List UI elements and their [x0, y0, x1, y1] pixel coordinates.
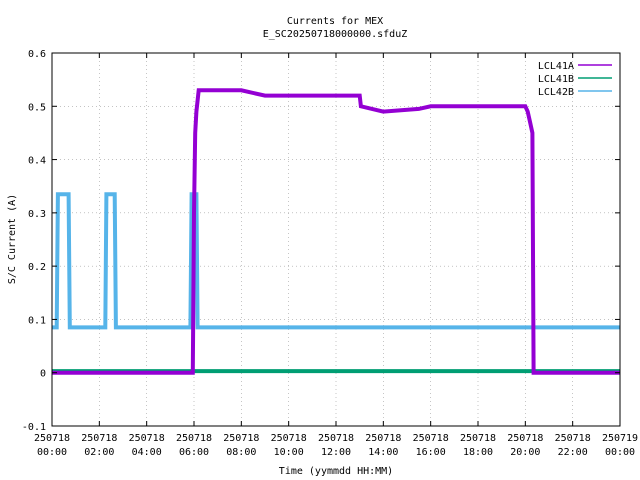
- y-tick-label: 0.4: [28, 156, 46, 167]
- x-tick-date: 250718: [365, 433, 401, 444]
- x-tick-date: 250718: [81, 433, 117, 444]
- y-axis-label: S/C Current (A): [7, 194, 18, 284]
- y-tick-label: -0.1: [22, 422, 46, 433]
- x-tick-date: 250718: [223, 433, 259, 444]
- legend-label: LCL42B: [538, 87, 574, 98]
- x-tick-time: 14:00: [368, 447, 398, 458]
- x-tick-time: 18:00: [463, 447, 493, 458]
- y-tick-label: 0: [40, 369, 46, 380]
- x-tick-date: 250718: [318, 433, 354, 444]
- x-tick-date: 250718: [555, 433, 591, 444]
- legend-label: LCL41B: [538, 74, 574, 85]
- chart-subtitle: E_SC20250718000000.sfduZ: [263, 29, 408, 40]
- x-tick-time: 16:00: [416, 447, 446, 458]
- y-tick-label: 0.6: [28, 49, 46, 60]
- x-axis-label: Time (yymmdd HH:MM): [279, 466, 393, 477]
- y-tick-label: 0.5: [28, 102, 46, 113]
- x-tick-time: 06:00: [179, 447, 209, 458]
- legend-label: LCL41A: [538, 61, 574, 72]
- x-tick-time: 12:00: [321, 447, 351, 458]
- plot-series: [52, 88, 620, 375]
- y-tick-label: 0.1: [28, 315, 46, 326]
- x-tick-date: 250718: [176, 433, 212, 444]
- x-tick-date: 250718: [129, 433, 165, 444]
- x-tick-time: 10:00: [274, 447, 304, 458]
- x-tick-date: 250718: [34, 433, 70, 444]
- x-tick-time: 22:00: [558, 447, 588, 458]
- x-tick-time: 00:00: [605, 447, 635, 458]
- chart-title: Currents for MEX: [287, 16, 383, 27]
- x-tick-time: 08:00: [226, 447, 256, 458]
- y-tick-label: 0.2: [28, 262, 46, 273]
- y-tick-label: 0.3: [28, 209, 46, 220]
- x-tick-time: 20:00: [510, 447, 540, 458]
- x-tick-date: 250718: [413, 433, 449, 444]
- x-tick-time: 00:00: [37, 447, 67, 458]
- x-tick-date: 250718: [460, 433, 496, 444]
- axis-ticks: -0.1 0 0.1 0.2 0.3 0.4 0.5 0.6 250718 00:00 250718…: [22, 49, 638, 458]
- x-tick-time: 04:00: [132, 447, 162, 458]
- series-line-lcl41a: [52, 88, 620, 375]
- x-tick-date: 250718: [507, 433, 543, 444]
- x-tick-time: 02:00: [84, 447, 114, 458]
- x-tick-date: 250718: [271, 433, 307, 444]
- legend: LCL41A LCL41B LCL42B: [538, 61, 612, 98]
- x-tick-date: 250719: [602, 433, 638, 444]
